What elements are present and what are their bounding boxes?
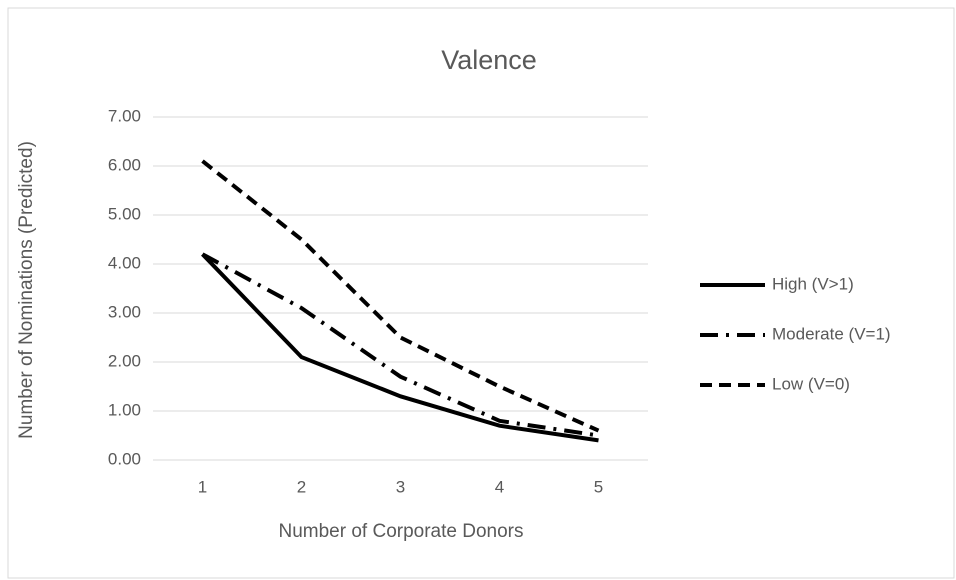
legend-label: Moderate (V=1): [772, 324, 891, 343]
series-line: [201, 159, 600, 433]
y-tick-label: 1.00: [108, 400, 141, 419]
y-axis-title: Number of Nominations (Predicted): [16, 141, 37, 439]
x-tick-label: 5: [594, 477, 603, 496]
y-tick-label: 3.00: [108, 302, 141, 321]
y-tick-label: 6.00: [108, 155, 141, 174]
x-tick-label: 2: [297, 477, 306, 496]
legend-label: High (V>1): [772, 274, 854, 293]
y-tick-label: 7.00: [108, 106, 141, 125]
x-tick-label: 1: [198, 477, 207, 496]
chart-title: Valence: [441, 45, 537, 75]
series-line: [201, 252, 599, 438]
y-tick-label: 5.00: [108, 204, 141, 223]
x-tick-label: 3: [396, 477, 405, 496]
legend-label: Low (V=0): [772, 374, 850, 393]
chart-border: [7, 7, 955, 579]
series-line: [201, 252, 599, 443]
x-axis-title: Number of Corporate Donors: [279, 521, 524, 542]
y-tick-label: 0.00: [108, 449, 141, 468]
y-tick-label: 4.00: [108, 253, 141, 272]
x-tick-label: 4: [495, 477, 504, 496]
y-tick-label: 2.00: [108, 351, 141, 370]
